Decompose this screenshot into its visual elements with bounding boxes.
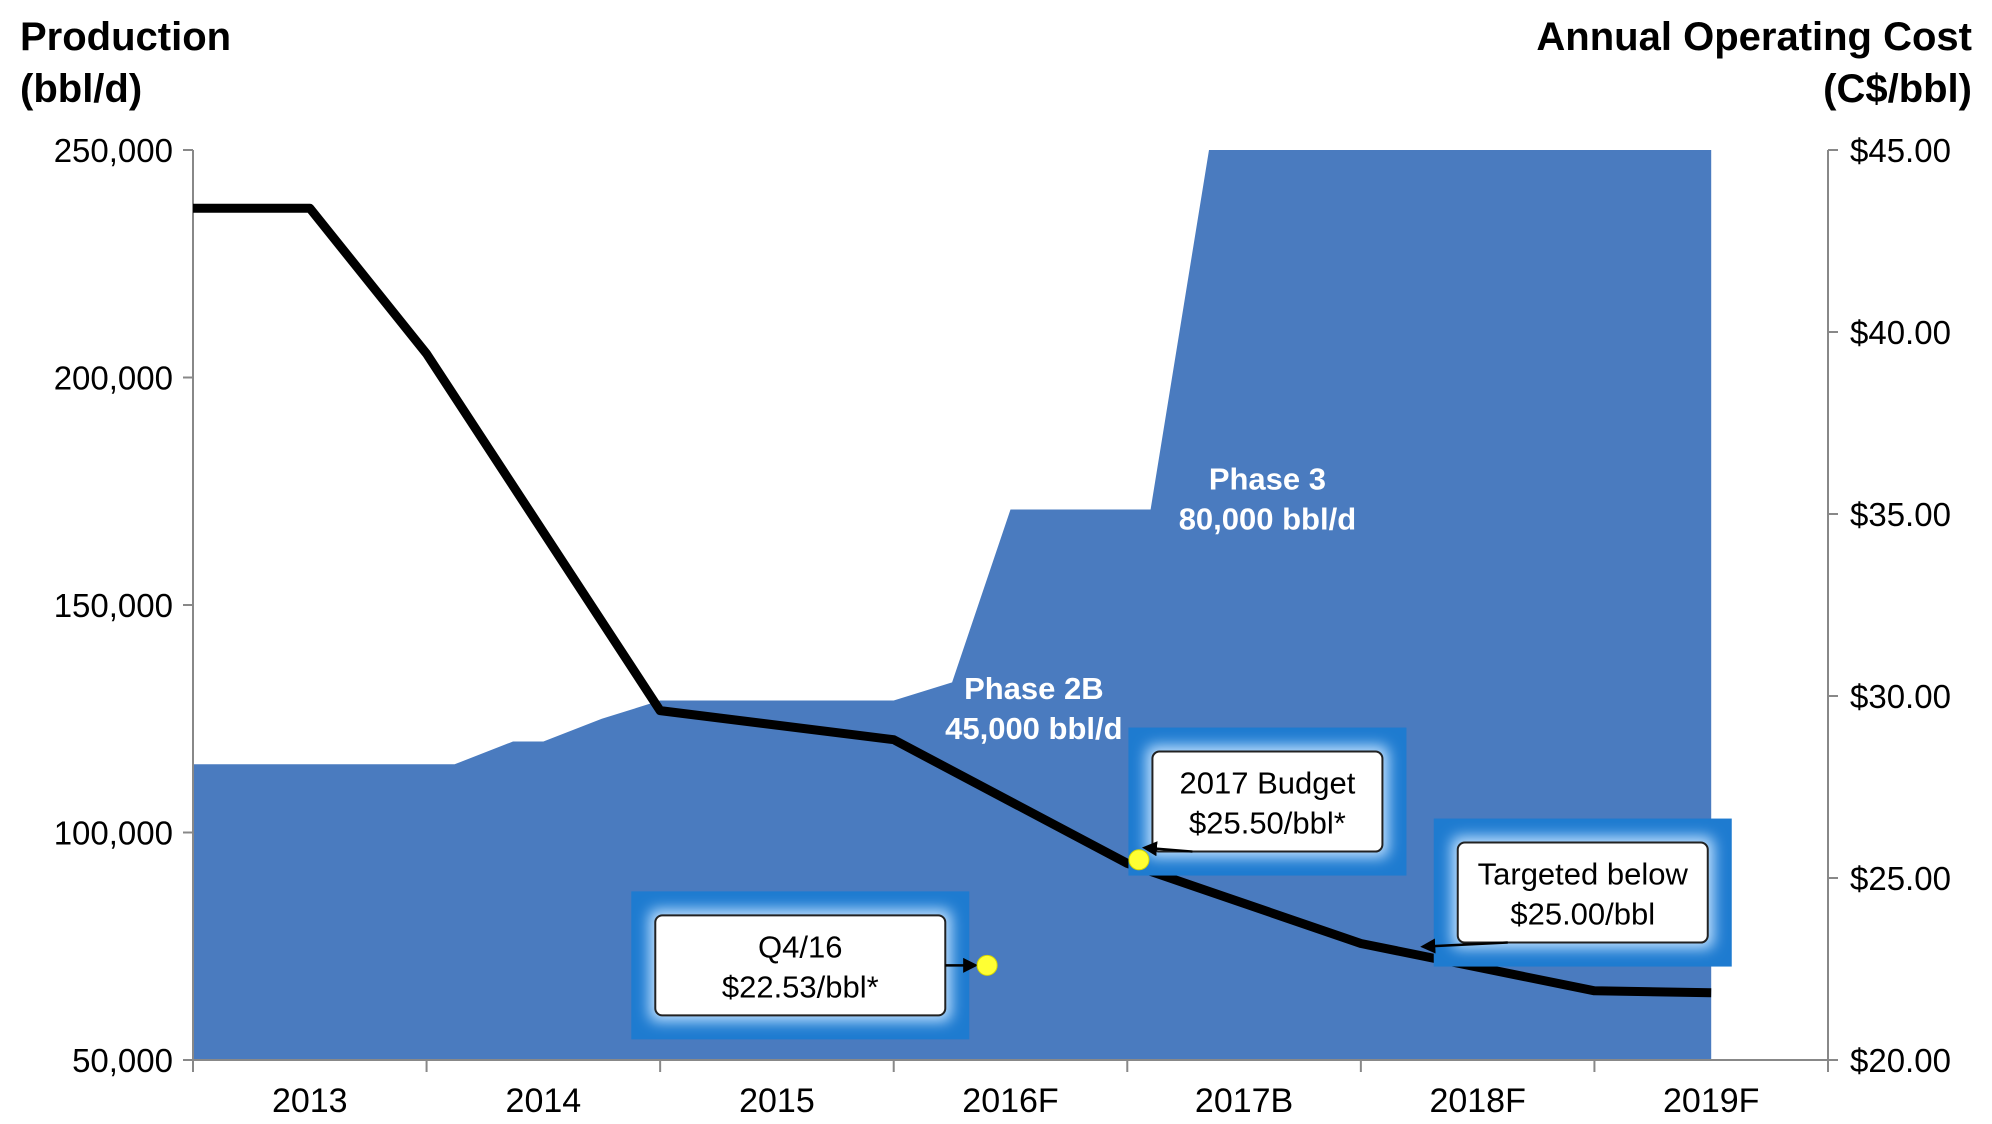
- callout-line1: Q4/16: [758, 929, 842, 964]
- category-label: 2016F: [962, 1082, 1058, 1120]
- phase-label-capacity: 80,000 bbl/d: [1179, 501, 1356, 536]
- left-tick-label: 100,000: [54, 815, 173, 852]
- left-tick-label: 200,000: [54, 360, 173, 397]
- marker-2017-budget: [1128, 849, 1150, 871]
- phase-label-title: Phase 3: [1209, 461, 1326, 496]
- category-label: 2013: [272, 1082, 348, 1120]
- callout-box: [1151, 750, 1384, 853]
- phase-label-title: Phase 2B: [964, 671, 1104, 706]
- right-tick-label: $30.00: [1850, 678, 1951, 715]
- operating-cost-line: [193, 203, 1712, 998]
- callout-line1: 2017 Budget: [1180, 766, 1356, 801]
- callout-arrow: [1141, 841, 1193, 857]
- left-tick-label: 50,000: [72, 1042, 173, 1079]
- callout-q4-16: Q4/16 $22.53/bbl*: [631, 891, 979, 1040]
- right-axis-title-line2: (C$/bbl): [1823, 67, 1972, 111]
- callout-2017-budget: 2017 Budget $25.50/bbl*: [1128, 727, 1407, 876]
- left-tick-label: 150,000: [54, 587, 173, 624]
- right-axis-title-line1: Annual Operating Cost: [1536, 15, 1972, 59]
- category-label: 2019F: [1663, 1082, 1759, 1120]
- callout-line2: $22.53/bbl*: [722, 969, 879, 1004]
- phase-label-capacity: 45,000 bbl/d: [945, 711, 1122, 746]
- right-tick-label: $45.00: [1850, 132, 1951, 169]
- right-tick-label: $25.00: [1850, 860, 1951, 897]
- category-label: 2015: [739, 1082, 815, 1120]
- right-tick-label: $35.00: [1850, 496, 1951, 533]
- callout-line1: Targeted below: [1478, 857, 1689, 892]
- callout-box: [1456, 841, 1709, 944]
- category-label: 2017B: [1195, 1082, 1293, 1120]
- callout-target: Targeted below $25.00/bbl: [1420, 818, 1732, 967]
- callout-line2: $25.00/bbl: [1510, 897, 1655, 932]
- callout-line2: $25.50/bbl*: [1189, 806, 1346, 841]
- left-tick-label: 250,000: [54, 132, 173, 169]
- left-axis-title-line2: (bbl/d): [20, 67, 142, 111]
- left-axis-title-line1: Production: [20, 15, 231, 59]
- marker-q4-16: [976, 954, 998, 976]
- category-label: 2018F: [1429, 1082, 1525, 1120]
- right-tick-label: $20.00: [1850, 1042, 1951, 1079]
- right-tick-label: $40.00: [1850, 314, 1951, 351]
- callout-arrow: [1420, 938, 1508, 954]
- category-label: 2014: [506, 1082, 582, 1120]
